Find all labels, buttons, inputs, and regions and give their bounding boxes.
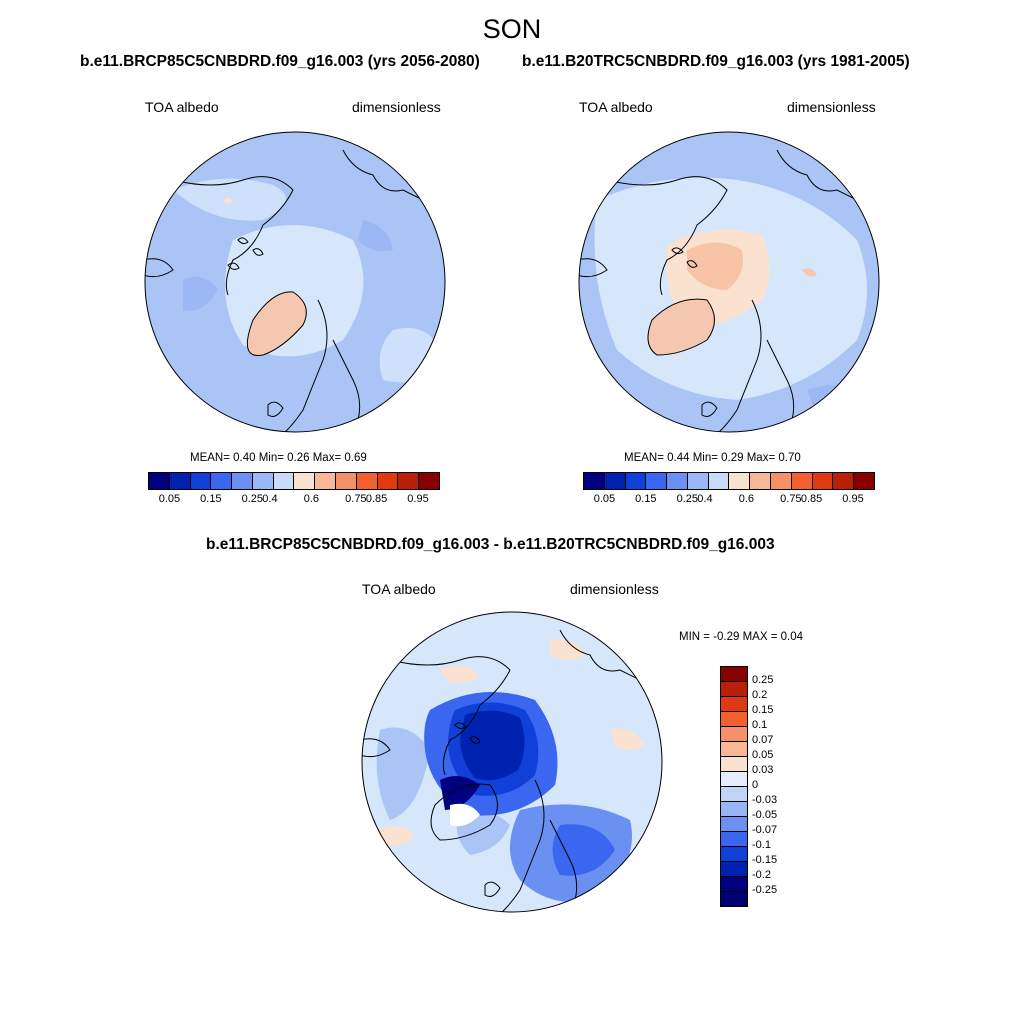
colorbar-tick-label: 0.05 bbox=[593, 493, 616, 505]
colorbar-swatch bbox=[721, 667, 747, 682]
colorbar-swatch bbox=[584, 473, 605, 489]
colorbar-tick-label: 0.25 bbox=[676, 493, 698, 505]
colorbar-swatch bbox=[667, 473, 688, 489]
colorbar-swatch bbox=[721, 892, 747, 906]
panel1-title: b.e11.BRCP85C5CNBDRD.f09_g16.003 (yrs 20… bbox=[80, 53, 480, 70]
colorbar-tick-label: 0.2 bbox=[752, 689, 768, 701]
colorbar-swatch bbox=[294, 473, 316, 489]
colorbar-swatch bbox=[721, 802, 747, 817]
colorbar-tick-label: -0.1 bbox=[752, 839, 771, 851]
colorbar-tick-label: 0.6 bbox=[303, 493, 319, 505]
colorbar-swatch bbox=[721, 727, 747, 742]
colorbar-swatch bbox=[419, 473, 439, 489]
panel3-units-label: dimensionless bbox=[570, 581, 659, 597]
colorbar-tick-label: -0.25 bbox=[752, 884, 778, 896]
colorbar-swatch bbox=[377, 473, 399, 489]
colorbar-swatch bbox=[721, 847, 747, 862]
colorbar-swatch bbox=[791, 473, 813, 489]
colorbar-swatch bbox=[190, 473, 212, 489]
panel2-title: b.e11.B20TRC5CNBDRD.f09_g16.003 (yrs 198… bbox=[522, 53, 910, 70]
panel3-variable-label: TOA albedo bbox=[362, 581, 436, 597]
colorbar-swatch bbox=[729, 473, 751, 489]
colorbar-swatch bbox=[721, 742, 747, 757]
colorbar-swatch bbox=[211, 473, 233, 489]
colorbar-swatch bbox=[687, 473, 709, 489]
panel2-stats: MEAN= 0.44 Min= 0.29 Max= 0.70 bbox=[624, 452, 801, 464]
colorbar-swatch bbox=[708, 473, 730, 489]
panel1-stats: MEAN= 0.40 Min= 0.26 Max= 0.69 bbox=[190, 452, 367, 464]
colorbar-swatch bbox=[273, 473, 295, 489]
colorbar-tick-label: 0.85 bbox=[365, 493, 388, 505]
colorbar-tick-label: 0.4 bbox=[697, 493, 713, 505]
colorbar-swatch bbox=[771, 473, 792, 489]
colorbar-swatch bbox=[721, 877, 747, 892]
panel1-variable-label: TOA albedo bbox=[145, 99, 219, 115]
colorbar-tick-label: -0.15 bbox=[752, 854, 778, 866]
colorbar-swatch bbox=[169, 473, 191, 489]
colorbar-swatch bbox=[721, 772, 747, 787]
colorbar-tick-label: 0.1 bbox=[752, 719, 768, 731]
colorbar-swatch bbox=[604, 473, 626, 489]
panel2-variable-label: TOA albedo bbox=[579, 99, 653, 115]
colorbar-swatch bbox=[721, 697, 747, 712]
colorbar-swatch bbox=[854, 473, 874, 489]
colorbar-tick-label: 0.95 bbox=[842, 493, 864, 505]
colorbar-tick-label: 0.75 bbox=[780, 493, 802, 505]
panel3-colorbar bbox=[720, 666, 748, 907]
colorbar-tick-label: 0.95 bbox=[407, 493, 429, 505]
colorbar-tick-label: 0.6 bbox=[738, 493, 754, 505]
panel2-units-label: dimensionless bbox=[787, 99, 876, 115]
colorbar-swatch bbox=[721, 862, 747, 877]
colorbar-tick-label: 0 bbox=[752, 779, 759, 791]
panel3-polar-map bbox=[361, 611, 663, 913]
panel3-title: b.e11.BRCP85C5CNBDRD.f09_g16.003 - b.e11… bbox=[206, 536, 775, 553]
colorbar-swatch bbox=[252, 473, 274, 489]
panel1-units-label: dimensionless bbox=[352, 99, 441, 115]
panel3-colorbar-ticks: 0.25 0.2 0.15 0.1 0.07 0.05 0.03 0 -0.03 -0.05 -0.… bbox=[752, 666, 802, 906]
season-title: SON bbox=[482, 14, 542, 44]
panel2-colorbar-ticks: 0.05 0.15 0.25 0.4 0.6 0.75 0.85 0.95 bbox=[583, 493, 873, 507]
panel2-colorbar bbox=[583, 472, 875, 490]
panel3-stats: MIN = -0.29 MAX = 0.04 bbox=[679, 631, 804, 643]
colorbar-swatch bbox=[812, 473, 834, 489]
colorbar-tick-label: 0.15 bbox=[752, 704, 774, 716]
colorbar-tick-label: 0.75 bbox=[345, 493, 367, 505]
panel1-polar-map bbox=[144, 131, 446, 433]
colorbar-tick-label: 0.07 bbox=[752, 734, 774, 746]
colorbar-swatch bbox=[750, 473, 772, 489]
colorbar-swatch bbox=[833, 473, 855, 489]
colorbar-tick-label: 0.15 bbox=[635, 493, 657, 505]
colorbar-swatch bbox=[232, 473, 253, 489]
colorbar-swatch bbox=[149, 473, 170, 489]
colorbar-tick-label: -0.03 bbox=[752, 794, 778, 806]
colorbar-tick-label: -0.07 bbox=[752, 824, 778, 836]
colorbar-tick-label: 0.03 bbox=[752, 764, 774, 776]
colorbar-tick-label: -0.2 bbox=[752, 869, 771, 881]
panel1-colorbar-ticks: 0.05 0.15 0.25 0.4 0.6 0.75 0.85 0.95 bbox=[148, 493, 438, 507]
colorbar-swatch bbox=[721, 832, 747, 847]
panel1-colorbar bbox=[148, 472, 440, 490]
colorbar-tick-label: 0.05 bbox=[158, 493, 181, 505]
colorbar-swatch bbox=[625, 473, 647, 489]
colorbar-swatch bbox=[721, 787, 747, 802]
colorbar-tick-label: 0.85 bbox=[800, 493, 823, 505]
colorbar-swatch bbox=[398, 473, 420, 489]
colorbar-swatch bbox=[721, 757, 747, 772]
colorbar-swatch bbox=[356, 473, 378, 489]
colorbar-swatch bbox=[336, 473, 357, 489]
colorbar-swatch bbox=[721, 817, 747, 832]
colorbar-tick-label: 0.05 bbox=[752, 749, 774, 761]
colorbar-swatch bbox=[315, 473, 337, 489]
colorbar-swatch bbox=[721, 682, 747, 697]
colorbar-tick-label: 0.25 bbox=[752, 674, 774, 686]
panel2-polar-map bbox=[578, 131, 880, 433]
colorbar-tick-label: 0.25 bbox=[241, 493, 263, 505]
colorbar-swatch bbox=[721, 712, 747, 727]
colorbar-tick-label: 0.4 bbox=[262, 493, 278, 505]
colorbar-tick-label: 0.15 bbox=[200, 493, 222, 505]
colorbar-swatch bbox=[646, 473, 668, 489]
colorbar-tick-label: -0.05 bbox=[752, 809, 778, 821]
